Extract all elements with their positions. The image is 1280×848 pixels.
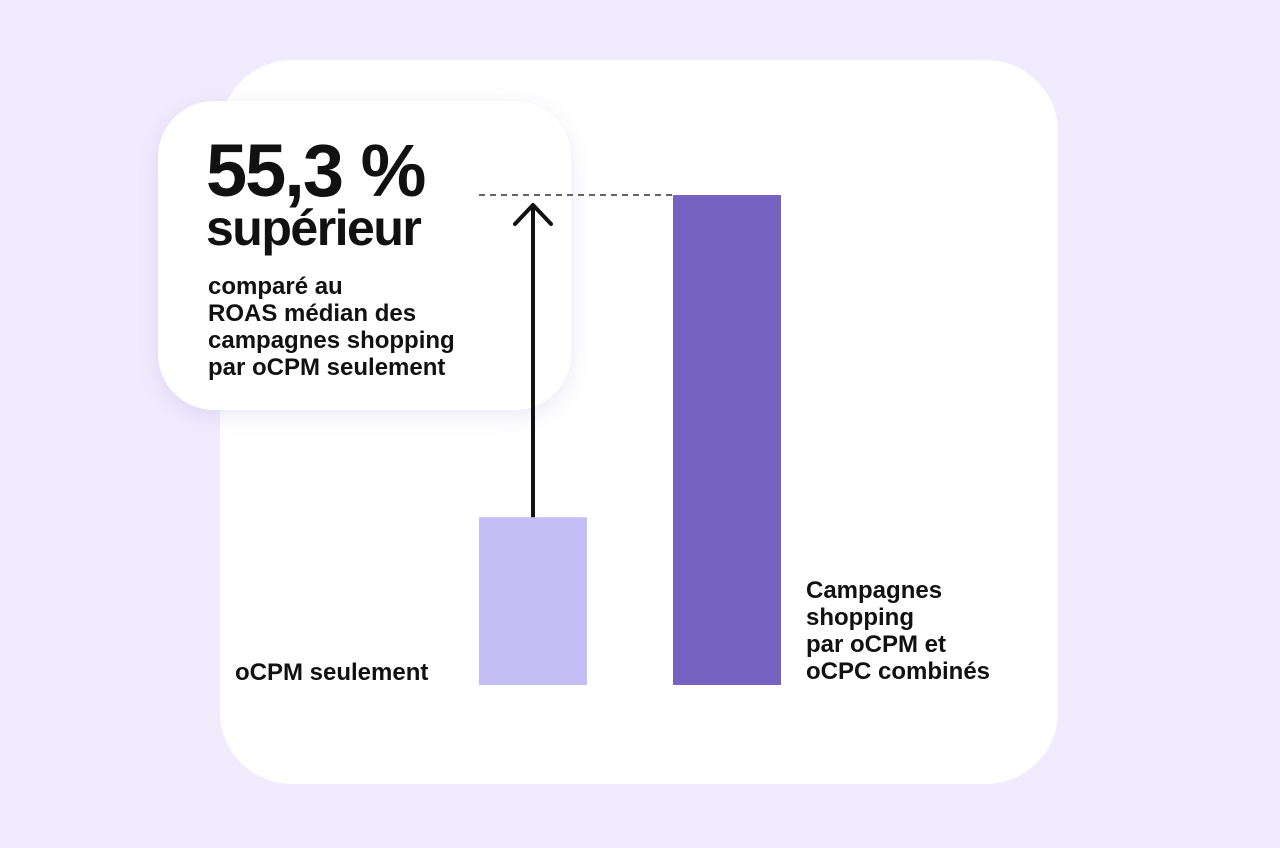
bar-label-line: oCPM seulement (235, 659, 429, 686)
bar-label-ocpm: oCPM seulement (235, 659, 428, 686)
callout-description-line: comparé au (208, 273, 343, 300)
bar-label-line: shopping (806, 604, 914, 631)
bar-label-line: Campagnes (806, 577, 943, 604)
stat-callout: 55,3 % supérieur comparé au ROAS médian … (158, 101, 571, 410)
bar-label-line: oCPC combinés (806, 658, 991, 685)
callout-description-line: par oCPM seulement (208, 354, 446, 381)
callout-description-line: ROAS médian des (208, 300, 417, 327)
callout-headline: 55,3 % supérieur (206, 129, 426, 256)
callout-description: comparé au ROAS médian des campagnes sho… (208, 273, 548, 381)
bar-label-line: par oCPM et (806, 631, 947, 658)
callout-description-line: campagnes shopping (208, 327, 455, 354)
headline-subtext: supérieur (206, 200, 422, 256)
headline-percentage: 55,3 % (206, 129, 426, 212)
bar-label-combined: Campagnes shopping par oCPM et oCPC comb… (806, 577, 990, 685)
